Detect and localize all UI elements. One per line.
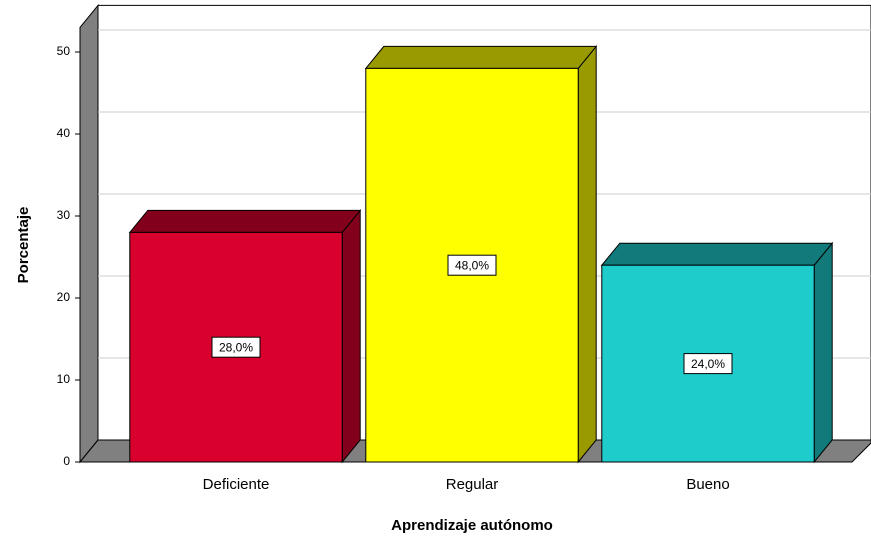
bar-top <box>364 45 598 69</box>
x-tick-label: Deficiente <box>203 476 270 493</box>
value-label: 48,0% <box>455 258 489 272</box>
bar-side <box>341 208 361 464</box>
y-tick-label: 0 <box>63 454 70 468</box>
bar-top <box>128 209 362 233</box>
y-tick-label: 30 <box>57 208 71 222</box>
y-tick-label: 10 <box>57 372 71 386</box>
value-label-box <box>447 254 497 276</box>
value-label-box <box>683 353 733 375</box>
y-tick-label: 20 <box>57 290 71 304</box>
y-tick-label: 40 <box>57 126 71 140</box>
x-tick-label: Bueno <box>686 476 729 493</box>
x-axis-title: Aprendizaje autónomo <box>391 517 553 534</box>
left-wall <box>79 3 99 464</box>
value-label: 24,0% <box>691 357 725 371</box>
y-axis-title: Porcentaje <box>15 207 32 284</box>
y-tick-label: 50 <box>57 44 71 58</box>
bar-side <box>577 44 597 464</box>
value-label-box <box>211 336 261 358</box>
x-tick-label: Regular <box>446 476 499 493</box>
bar-top <box>600 242 834 266</box>
bar-side <box>813 241 833 464</box>
value-label: 28,0% <box>219 340 253 354</box>
